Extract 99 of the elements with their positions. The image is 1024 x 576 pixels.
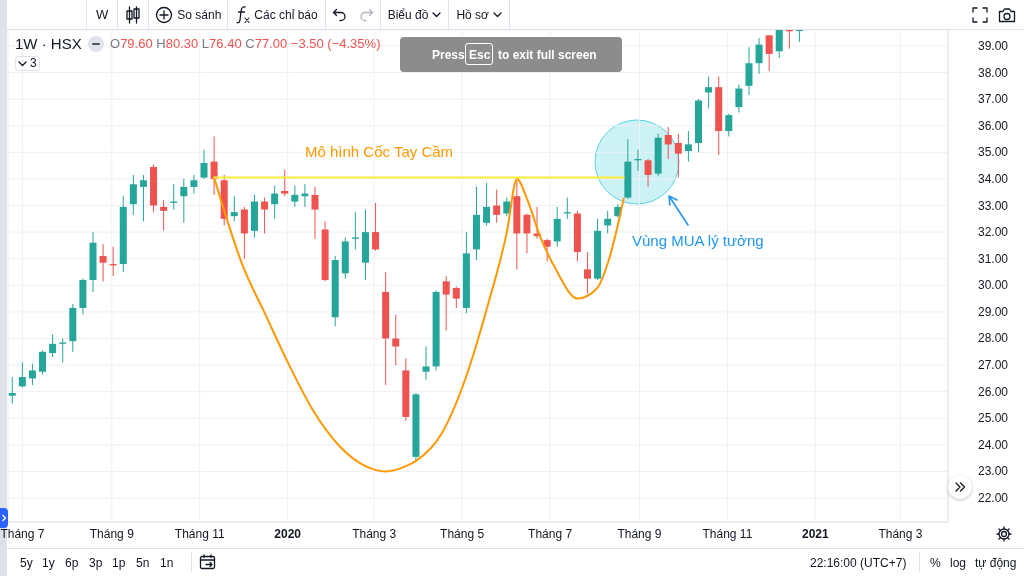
x-tick-label: Tháng 5 xyxy=(440,527,485,541)
candlestick xyxy=(99,243,107,282)
candlestick xyxy=(200,149,208,180)
x-tick-label: Tháng 3 xyxy=(352,527,397,541)
x-tick-label: Tháng 9 xyxy=(617,527,662,541)
candlestick xyxy=(49,334,57,358)
y-tick-label: 31.00 xyxy=(978,251,1009,266)
candlestick xyxy=(129,174,137,216)
annotation: to exit full screen xyxy=(498,47,597,63)
x-tick-label: Tháng 7 xyxy=(528,527,573,541)
candlestick xyxy=(725,113,733,137)
text: tự động xyxy=(975,555,1017,571)
candlestick xyxy=(664,126,672,160)
candlestick xyxy=(271,185,279,220)
candlestick xyxy=(795,30,803,43)
candlestick xyxy=(442,275,450,332)
candlestick xyxy=(483,182,491,226)
text: 1n xyxy=(160,555,174,571)
annotation: 3 xyxy=(30,56,37,71)
y-tick-label: 30.00 xyxy=(978,278,1009,293)
x-tick-label: Tháng 9 xyxy=(89,527,135,541)
text: Biểu đồ xyxy=(387,6,429,23)
candlestick xyxy=(261,197,269,234)
annotation: Mô hình Cốc Tay Cầm xyxy=(305,143,454,161)
text: 1p xyxy=(112,555,126,571)
candlestick xyxy=(180,178,188,224)
x-tick-label: Tháng 7 xyxy=(0,527,45,541)
text: Các chỉ báo xyxy=(254,6,318,23)
y-tick-label: 33.00 xyxy=(978,198,1009,213)
text: log xyxy=(950,555,967,571)
y-tick-label: 34.00 xyxy=(978,171,1009,186)
text: So sánh xyxy=(177,6,222,23)
candlestick xyxy=(584,251,591,294)
x-tick-label: Tháng 11 xyxy=(702,527,753,541)
candlestick xyxy=(281,169,289,197)
candlestick xyxy=(523,213,531,254)
candlestick xyxy=(372,202,380,252)
annotation: Press xyxy=(432,47,465,63)
candlestick xyxy=(28,363,36,386)
candlestick xyxy=(553,206,561,248)
candlestick xyxy=(765,34,773,72)
y-tick-label: 35.00 xyxy=(978,145,1009,160)
candlestick xyxy=(160,199,168,232)
y-tick-label: 36.00 xyxy=(978,118,1009,133)
y-tick-label: 37.00 xyxy=(978,92,1009,107)
text: 1y xyxy=(42,555,55,571)
candlestick xyxy=(39,349,47,375)
y-tick-label: 24.00 xyxy=(978,437,1009,452)
candlestick xyxy=(705,76,713,109)
chart-title: 1W · HSX xyxy=(15,35,82,53)
candlestick xyxy=(210,135,218,196)
candlestick xyxy=(190,174,198,195)
y-tick-label: 26.00 xyxy=(978,384,1009,399)
candlestick xyxy=(503,197,511,217)
y-tick-label: 27.00 xyxy=(978,358,1009,373)
candlestick xyxy=(684,130,692,163)
candlestick xyxy=(240,206,248,260)
candlestick xyxy=(543,238,551,262)
candlestick xyxy=(18,361,26,389)
x-tick-label: 2021 xyxy=(802,527,830,541)
candlestick xyxy=(422,345,430,381)
candlestick xyxy=(493,189,501,224)
y-tick-label: 39.00 xyxy=(978,38,1009,53)
text: 5y xyxy=(20,555,33,571)
candlestick xyxy=(745,46,753,96)
candlestick xyxy=(392,314,400,366)
text: % xyxy=(930,555,941,571)
x-tick-label: 2020 xyxy=(274,527,302,541)
candlestick xyxy=(775,30,783,59)
candlestick xyxy=(139,174,147,222)
candlestick xyxy=(452,286,460,309)
y-tick-label: 38.00 xyxy=(978,65,1009,80)
y-tick-label: 32.00 xyxy=(978,225,1009,240)
annotation: Vùng MUA lý tưởng xyxy=(632,232,764,250)
candlestick xyxy=(755,37,763,75)
y-tick-label: 23.00 xyxy=(978,464,1009,479)
text: 22:16:00 (UTC+7) xyxy=(810,555,907,571)
candlestick xyxy=(735,84,743,113)
text: 3p xyxy=(89,555,103,571)
candlestick xyxy=(230,195,238,222)
text: 6p xyxy=(65,555,79,571)
text: O79.60 H80.30 L76.40 C77.00 −3.50 (−4.35%) xyxy=(110,36,381,51)
candlestick xyxy=(8,376,16,405)
y-tick-label: 28.00 xyxy=(978,331,1009,346)
candlestick xyxy=(563,197,571,220)
candlestick xyxy=(644,158,652,188)
candlestick xyxy=(59,338,67,363)
x-tick-label: Tháng 11 xyxy=(174,527,225,541)
text: Hồ sơ xyxy=(456,6,489,23)
text: W xyxy=(96,6,109,23)
candlestick xyxy=(311,186,319,240)
x-tick-label: Tháng 3 xyxy=(878,527,923,541)
candlestick xyxy=(674,133,682,179)
text: 5n xyxy=(136,555,150,571)
y-tick-label: 25.00 xyxy=(978,411,1009,426)
candlestick xyxy=(351,211,359,250)
y-tick-label: 29.00 xyxy=(978,304,1009,319)
y-tick-label: 22.00 xyxy=(978,491,1009,506)
candlestick xyxy=(291,185,299,208)
